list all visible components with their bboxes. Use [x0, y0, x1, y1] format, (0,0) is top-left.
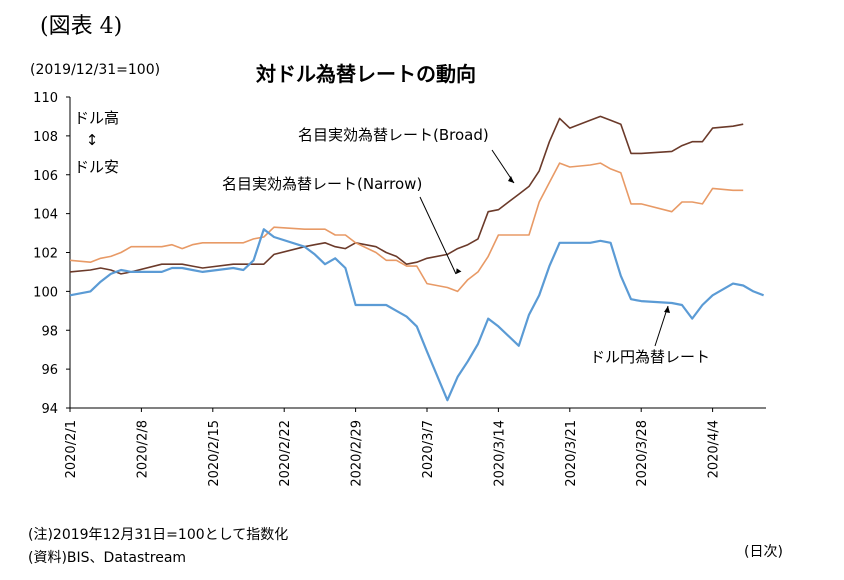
- y-tick-label: 100: [33, 285, 58, 300]
- axes: 94 96 98 100 102 104 106 108 110 2020/2/1 2020/2/8…: [33, 91, 766, 487]
- direction-up-label: ドル高: [74, 109, 119, 127]
- x-tick-label: 2020/3/28: [635, 420, 650, 487]
- x-tick-label: 2020/3/7: [421, 420, 436, 478]
- chart-title: 対ドル為替レートの動向: [256, 62, 476, 86]
- y-tick-label: 110: [33, 91, 58, 106]
- x-unit-label: (日次): [744, 544, 783, 560]
- usdjpy-series-line: [69, 228, 764, 402]
- x-tick-label: 2020/2/29: [350, 420, 365, 487]
- y-tick-label: 96: [41, 363, 58, 378]
- y-tick-label: 102: [33, 247, 58, 262]
- broad-pointer-arrowhead: [508, 176, 514, 183]
- x-tick-label: 2020/3/21: [564, 420, 579, 487]
- y-tick-label: 94: [41, 402, 58, 417]
- y-tick-label: 108: [33, 130, 58, 145]
- narrow-pointer-arrowhead: [456, 268, 462, 274]
- y-tick-label: 106: [33, 169, 58, 184]
- x-tick-label: 2020/2/8: [135, 420, 150, 478]
- narrow-series-line: [69, 162, 744, 293]
- series-lines: [69, 115, 764, 402]
- broad-series-line: [69, 115, 744, 275]
- x-tick-label: 2020/2/22: [278, 420, 293, 487]
- usdjpy-pointer-arrowhead: [664, 306, 670, 313]
- narrow-series-label: 名目実効為替レート(Narrow): [222, 175, 422, 193]
- annotations: ドル高 ↕ ドル安 名目実効為替レート(Broad) 名目実効為替レート(Nar…: [74, 109, 710, 366]
- direction-down-label: ドル安: [74, 158, 119, 176]
- usdjpy-pointer-line: [654, 305, 669, 347]
- x-tick-label: 2020/3/14: [492, 420, 507, 487]
- footnote-source: (資料)BIS、Datastream: [28, 550, 187, 566]
- direction-arrow-icon: ↕: [86, 131, 99, 149]
- y-tick-label: 98: [41, 324, 58, 339]
- base-note: (2019/12/31=100): [30, 62, 161, 78]
- usdjpy-series-label: ドル円為替レート: [590, 348, 710, 366]
- x-tick-label: 2020/2/1: [64, 420, 79, 478]
- x-tick-label: 2020/4/4: [707, 420, 722, 478]
- y-tick-label: 104: [33, 208, 58, 223]
- broad-series-label: 名目実効為替レート(Broad): [298, 126, 489, 144]
- footnote-index: (注)2019年12月31日=100として指数化: [28, 527, 289, 543]
- figure-label: (図表 4): [40, 14, 123, 39]
- x-tick-label: 2020/2/15: [207, 420, 222, 487]
- narrow-pointer-line: [419, 196, 457, 275]
